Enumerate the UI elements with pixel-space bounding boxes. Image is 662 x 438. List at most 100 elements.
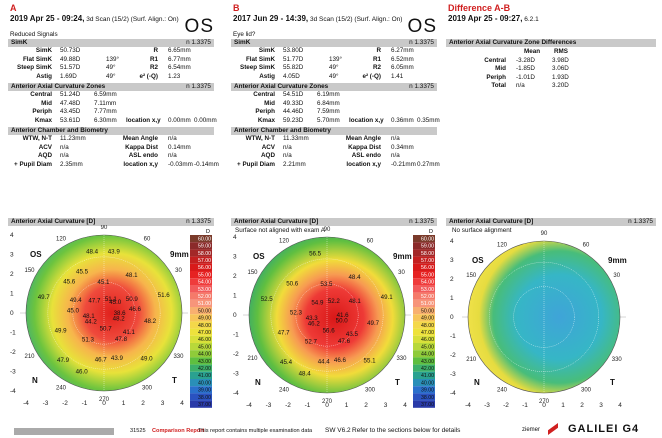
biometry-section-header: Anterior Chamber and Biometry bbox=[8, 127, 214, 135]
scale-swatch bbox=[190, 350, 212, 358]
scale-label: 43.00 bbox=[198, 359, 211, 365]
scale-label: 52.00 bbox=[421, 294, 434, 300]
report-type: Comparison Report bbox=[152, 428, 205, 434]
scale-swatch bbox=[413, 256, 435, 264]
zone-size-label: 9mm bbox=[170, 250, 189, 259]
scale-label: 47.00 bbox=[198, 330, 211, 336]
map-value: 45.1 bbox=[97, 279, 110, 286]
scale-swatch bbox=[190, 307, 212, 315]
axis-tick-label: 0 bbox=[102, 400, 106, 407]
map-value: 45.4 bbox=[280, 359, 293, 366]
exam-b-letter: B bbox=[233, 3, 240, 13]
scale-label: 51.00 bbox=[198, 301, 211, 307]
scale-swatch bbox=[190, 357, 212, 365]
map-value: 56.6 bbox=[323, 328, 336, 335]
scale-swatch bbox=[190, 292, 212, 300]
ring-6mm bbox=[489, 262, 599, 372]
scale-swatch bbox=[190, 249, 212, 257]
angle-label: 300 bbox=[142, 385, 153, 391]
scale-label: 53.00 bbox=[421, 287, 434, 293]
table-row: WTW, N-T 11.33mm Mean Angle n/a bbox=[245, 135, 400, 142]
map-title-bar: Anterior Axial Curvature [D] n 1.3375 bbox=[8, 218, 214, 226]
map-value: 48.4 bbox=[86, 249, 99, 256]
axis-tick-label: -2 bbox=[62, 400, 68, 407]
scale-swatch bbox=[413, 278, 435, 286]
axis-tick-label: -4 bbox=[246, 402, 252, 409]
table-row: Total n/a 3.20D bbox=[491, 82, 569, 90]
scale-swatch bbox=[413, 357, 435, 365]
scale-label: 58.00 bbox=[421, 251, 434, 257]
axis-tick-label: -3 bbox=[266, 402, 272, 409]
scale-swatch bbox=[190, 364, 212, 372]
axis-tick-label: 0 bbox=[450, 314, 454, 321]
scale-label: 41.00 bbox=[421, 373, 434, 379]
table-row: SimK 50.73D R 6.65mm bbox=[35, 47, 191, 54]
map-value: 46.6 bbox=[334, 357, 347, 364]
map-value: 41.6 bbox=[337, 312, 350, 319]
axis-tick-label: -3 bbox=[43, 400, 49, 407]
table-row: WTW, N-T 11.23mm Mean Angle n/a bbox=[22, 135, 177, 142]
map-value: 43.9 bbox=[108, 248, 121, 255]
map-value: 49.7 bbox=[367, 320, 380, 327]
scale-label: 54.00 bbox=[198, 280, 211, 286]
table-row: Kmax 59.23D 5.70mm location x,y 0.36mm 0.35mm bbox=[257, 116, 440, 124]
scale-label: 48.00 bbox=[198, 323, 211, 329]
map-value: 41.1 bbox=[123, 329, 136, 336]
scale-swatch bbox=[190, 242, 212, 250]
scale-label: 49.00 bbox=[198, 316, 211, 322]
angle-label: 30 bbox=[175, 268, 182, 274]
exam-a-panel: A 2019 Apr 25 - 09:24, 3d Scan (15/2) (S… bbox=[4, 0, 219, 438]
map-value: 50.0 bbox=[336, 317, 349, 324]
scale-label: 59.00 bbox=[198, 244, 211, 250]
table-header-row: Mean RMS bbox=[524, 48, 568, 55]
axis-tick-label: -4 bbox=[23, 400, 29, 407]
scale-label: 55.00 bbox=[421, 272, 434, 278]
axis-tick-label: 1 bbox=[122, 400, 126, 407]
axis-tick-label: 2 bbox=[10, 271, 14, 278]
axis-tick-label: -2 bbox=[285, 402, 291, 409]
map-value: 53.5 bbox=[320, 281, 333, 288]
axis-tick-label: -2 bbox=[10, 349, 16, 356]
scale-label: 37.00 bbox=[198, 402, 211, 408]
zone-size-label: 9mm bbox=[608, 256, 627, 265]
map-value: 50.7 bbox=[100, 326, 113, 333]
axis-tick-label: 1 bbox=[10, 291, 14, 298]
scale-label: 54.00 bbox=[421, 280, 434, 286]
axis-tick-label: 2 bbox=[141, 400, 145, 407]
map-value: 48.1 bbox=[349, 298, 362, 305]
angle-label: 240 bbox=[56, 385, 67, 391]
axis-tick-label: -1 bbox=[450, 333, 456, 340]
scale-swatch bbox=[413, 235, 435, 243]
exam-b-panel: B 2017 Jun 29 - 14:39, 3d Scan (15/2) (S… bbox=[227, 0, 440, 438]
axis-tick-label: 2 bbox=[364, 402, 368, 409]
scale-swatch bbox=[413, 242, 435, 250]
angle-label: 210 bbox=[248, 356, 259, 362]
scale-label: 60.00 bbox=[421, 236, 434, 242]
scale-label: 44.00 bbox=[421, 352, 434, 358]
axis-tick-label: 1 bbox=[561, 402, 565, 409]
angle-label: 330 bbox=[396, 356, 407, 362]
eye-label: OS bbox=[407, 16, 437, 37]
table-row: ACV n/a Kappa Dist 0.14mm bbox=[38, 143, 191, 151]
scale-swatch bbox=[413, 400, 435, 408]
table-row: Mid -1.85D 3.06D bbox=[495, 65, 569, 73]
axis-tick-label: -1 bbox=[10, 330, 16, 337]
scale-swatch bbox=[413, 386, 435, 394]
axis-tick-label: 0 bbox=[233, 312, 237, 319]
map-value: 46.0 bbox=[76, 368, 89, 375]
table-row: + Pupil Diam 2.21mm location x,y -0.21mm 0.2… bbox=[237, 160, 440, 168]
scale-swatch bbox=[413, 263, 435, 271]
brand-mark-icon bbox=[548, 423, 558, 435]
axis-tick-label: 3 bbox=[599, 402, 603, 409]
map-value: 51.3 bbox=[82, 337, 95, 344]
scale-swatch bbox=[190, 278, 212, 286]
axis-tick-label: -4 bbox=[450, 390, 456, 397]
map-value: 52.3 bbox=[290, 309, 303, 316]
nasal-label: N bbox=[32, 376, 38, 385]
axis-tick-label: 3 bbox=[384, 402, 388, 409]
eye-label: OS bbox=[472, 256, 484, 265]
temporal-label: T bbox=[172, 376, 177, 385]
